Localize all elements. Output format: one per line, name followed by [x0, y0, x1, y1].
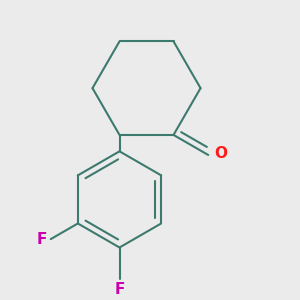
- Text: F: F: [114, 282, 125, 297]
- Text: F: F: [37, 232, 47, 247]
- Text: O: O: [214, 146, 227, 161]
